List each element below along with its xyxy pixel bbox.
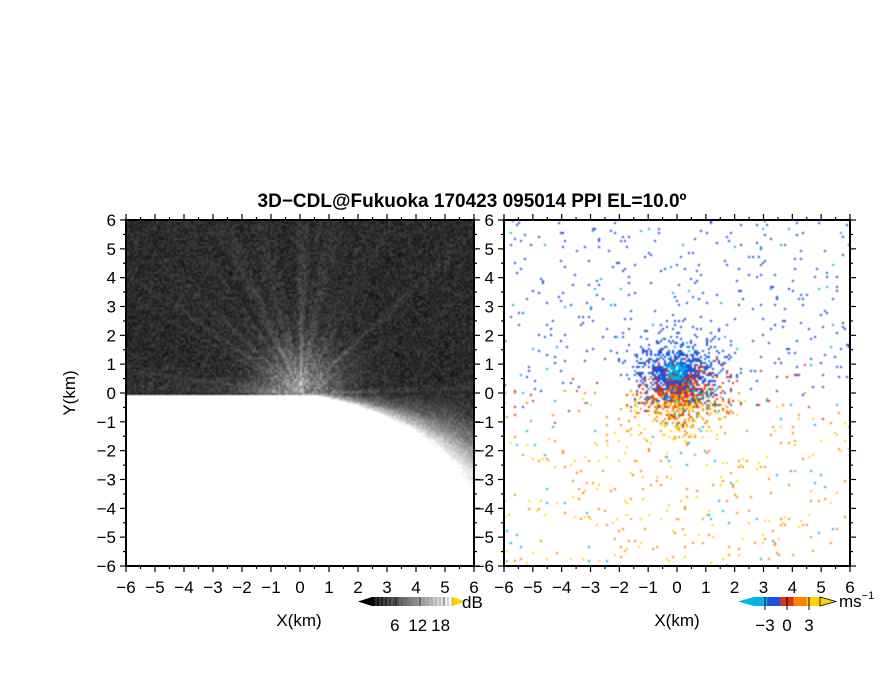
y-axis-label: Y(km) xyxy=(60,370,79,415)
x-tick-label: 6 xyxy=(469,578,478,597)
velocity-colorbar: −3 0 3 ms−1 xyxy=(738,590,874,635)
x-tick-label: −1 xyxy=(261,578,280,597)
intensity-colorbar: dB 6 12 18 xyxy=(358,593,483,635)
x-tick-label: 2 xyxy=(353,578,362,597)
y-tick-label: −1 xyxy=(475,413,494,432)
x-tick-label: 3 xyxy=(382,578,391,597)
colorbar-tick-label: 3 xyxy=(804,616,813,635)
y-tick-label: −2 xyxy=(475,442,494,461)
y-tick-label: −2 xyxy=(97,442,116,461)
y-tick-label: 3 xyxy=(107,298,116,317)
left-y-tick-labels: 6 5 4 3 2 1 0 −1 −2 −3 −4 −5 −6 xyxy=(97,211,116,576)
left-axis-ticks xyxy=(120,214,480,572)
y-tick-label: −4 xyxy=(475,499,494,518)
x-tick-label: 5 xyxy=(440,578,449,597)
velocity-image xyxy=(504,220,850,566)
y-tick-label: 0 xyxy=(485,384,494,403)
right-x-tick-labels: −6 −5 −4 −3 −2 −1 0 1 2 3 4 5 6 xyxy=(494,578,854,597)
colorbar-tick-label: 18 xyxy=(431,616,450,635)
y-tick-label: 6 xyxy=(107,211,116,230)
x-tick-label: −3 xyxy=(203,578,222,597)
chart-title: 3D−CDL@Fukuoka 170423 095014 PPI EL=10.0… xyxy=(258,191,687,212)
y-tick-label: 1 xyxy=(485,355,494,374)
x-tick-label: −5 xyxy=(145,578,164,597)
y-tick-label: 2 xyxy=(485,326,494,345)
y-tick-label: −5 xyxy=(475,528,494,547)
colorbar-tick-label: 0 xyxy=(782,616,791,635)
y-tick-label: −3 xyxy=(475,471,494,490)
x-tick-label: −2 xyxy=(610,578,629,597)
x-tick-label: 3 xyxy=(759,578,768,597)
velocity-unit-base: ms xyxy=(839,592,862,611)
y-tick-label: −4 xyxy=(97,499,116,518)
x-tick-label: −6 xyxy=(116,578,135,597)
x-tick-label: −1 xyxy=(638,578,657,597)
y-tick-label: 1 xyxy=(107,355,116,374)
y-tick-label: 4 xyxy=(107,269,116,288)
left-panel: −6 −5 −4 −3 −2 −1 0 1 2 3 4 5 6 6543210−1−2−3−4−5−6 … xyxy=(60,211,480,630)
y-tick-label: −6 xyxy=(97,557,116,576)
x-tick-label: −4 xyxy=(174,578,193,597)
y-tick-label: 5 xyxy=(485,240,494,259)
x-tick-label: 5 xyxy=(816,578,825,597)
right-panel: −6 −5 −4 −3 −2 −1 0 1 2 3 4 5 6 6543210−1−2−3−4−5−6 … xyxy=(475,211,856,630)
velocity-unit: ms−1 xyxy=(839,590,874,611)
colorbar-tick-label: 12 xyxy=(408,616,427,635)
y-tick-label: 4 xyxy=(485,269,494,288)
x-tick-label: 4 xyxy=(788,578,797,597)
right-axis-ticks xyxy=(498,214,856,572)
x-tick-label: 0 xyxy=(295,578,304,597)
x-tick-label: −4 xyxy=(552,578,571,597)
x-tick-label: −6 xyxy=(494,578,513,597)
x-tick-label: 4 xyxy=(411,578,420,597)
x-tick-label: 0 xyxy=(672,578,681,597)
y-tick-label: −3 xyxy=(97,471,116,490)
x-tick-label: 6 xyxy=(845,578,854,597)
x-tick-label: 2 xyxy=(730,578,739,597)
left-x-tick-labels: −6 −5 −4 −3 −2 −1 0 1 2 3 4 5 6 xyxy=(116,578,478,597)
x-tick-label: 1 xyxy=(701,578,710,597)
intensity-image xyxy=(126,220,474,566)
y-tick-label: 6 xyxy=(485,211,494,230)
y-tick-label: −5 xyxy=(97,528,116,547)
intensity-unit: dB xyxy=(462,593,483,612)
left-x-axis-label: X(km) xyxy=(276,611,321,630)
velocity-colorbar-labels: −3 0 3 xyxy=(755,616,813,635)
y-tick-label: −1 xyxy=(97,413,116,432)
x-tick-label: 1 xyxy=(324,578,333,597)
y-tick-label: 2 xyxy=(107,326,116,345)
intensity-colorbar-labels: 6 12 18 xyxy=(390,616,450,635)
y-tick-label: 5 xyxy=(107,240,116,259)
x-tick-label: −5 xyxy=(523,578,542,597)
x-tick-label: −2 xyxy=(232,578,251,597)
x-tick-label: −3 xyxy=(581,578,600,597)
y-tick-label: −6 xyxy=(475,557,494,576)
colorbar-tick-label: −3 xyxy=(755,616,774,635)
y-tick-label: 0 xyxy=(107,384,116,403)
velocity-unit-exponent: −1 xyxy=(862,590,875,602)
right-x-axis-label: X(km) xyxy=(654,611,699,630)
colorbar-tick-label: 6 xyxy=(390,616,399,635)
y-tick-label: 3 xyxy=(485,298,494,317)
right-y-tick-labels: 6 5 4 3 2 1 0 −1 −2 −3 −4 −5 −6 xyxy=(475,211,494,576)
